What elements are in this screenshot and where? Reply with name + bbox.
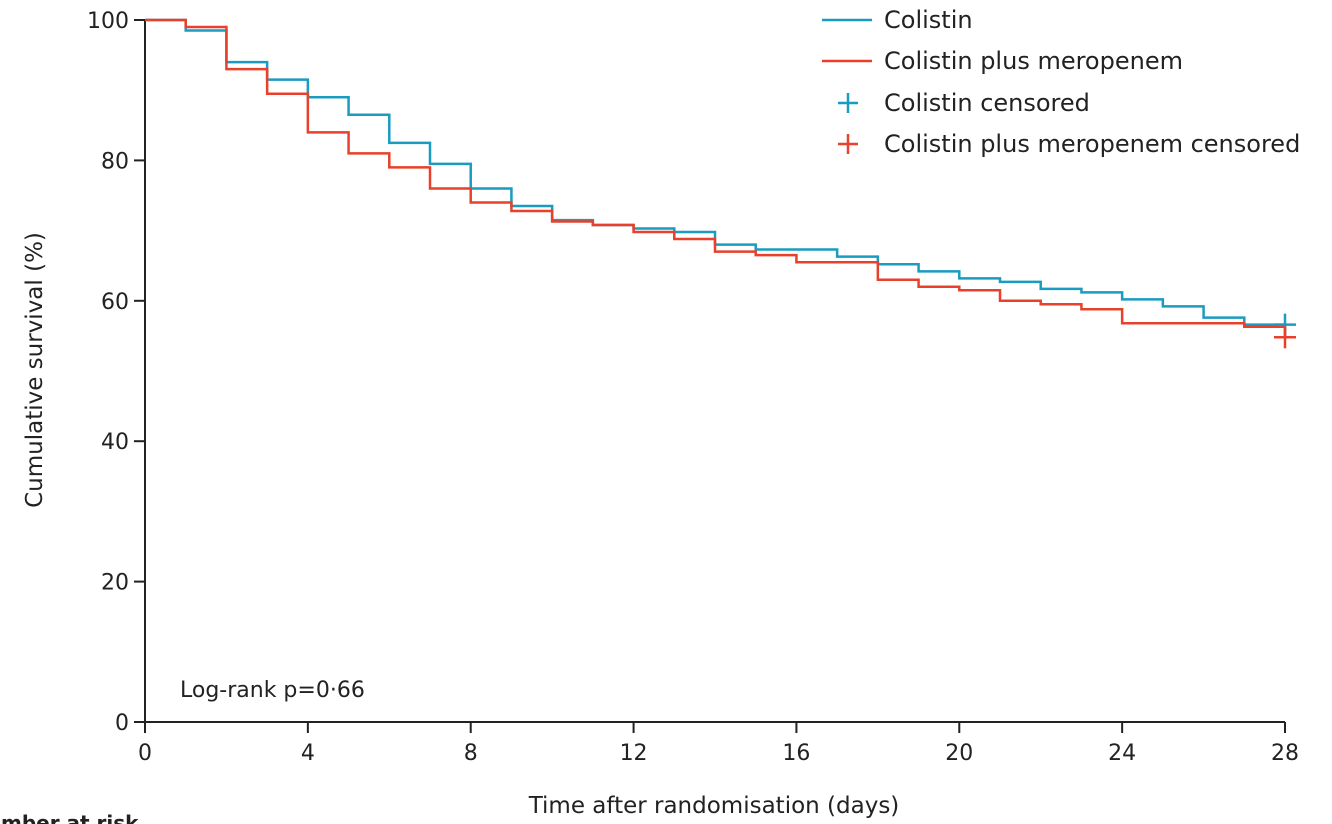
- x-tick-label: 20: [945, 741, 973, 766]
- x-ticks: 0 4 8 12 16 20 24 28: [138, 722, 1299, 766]
- legend-label-colistin: Colistin: [884, 6, 973, 34]
- x-axis-title: Time after randomisation (days): [528, 793, 900, 819]
- y-tick-label: 40: [101, 430, 129, 455]
- logrank-annotation: Log-rank p=0·66: [180, 678, 365, 703]
- y-tick-label: 20: [101, 571, 129, 596]
- legend-censor-marker-colistin-plus-meropenem: [838, 134, 858, 154]
- series-layer: [145, 18, 1287, 338]
- censor-mark-colistin-plus-meropenem: [1274, 326, 1296, 349]
- y-tick-label: 80: [101, 149, 129, 174]
- x-tick-label: 0: [138, 741, 152, 766]
- x-tick-label: 16: [782, 741, 810, 766]
- legend-censor-marker-colistin: [838, 93, 858, 113]
- series-line-colistin: [145, 18, 1285, 326]
- legend-label-colistin-plus-meropenem-censored: Colistin plus meropenem censored: [884, 130, 1300, 158]
- y-ticks: 0 20 40 60 80 100: [87, 9, 145, 736]
- x-tick-label: 12: [620, 741, 648, 766]
- legend-label-colistin-censored: Colistin censored: [884, 89, 1090, 117]
- x-tick-label: 8: [464, 741, 478, 766]
- legend-label-colistin-plus-meropenem: Colistin plus meropenem: [884, 47, 1183, 75]
- y-tick-label: 0: [115, 711, 129, 736]
- y-axis-title: Cumulative survival (%): [22, 232, 48, 508]
- legend: Colistin Colistin plus meropenem Colisti…: [822, 6, 1300, 158]
- y-tick-label: 60: [101, 290, 129, 315]
- censor-layer: [1274, 313, 1296, 349]
- x-tick-label: 28: [1271, 741, 1299, 766]
- y-tick-label: 100: [87, 9, 129, 34]
- x-tick-label: 24: [1108, 741, 1136, 766]
- number-at-risk-label: Number at risk: [0, 811, 139, 824]
- x-tick-label: 4: [301, 741, 315, 766]
- series-line-colistin-plus-meropenem: [145, 18, 1287, 338]
- axes: [144, 20, 1285, 723]
